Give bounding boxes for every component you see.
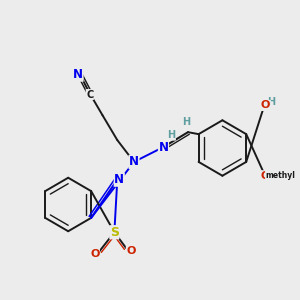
Text: H: H [268, 98, 276, 107]
Text: H: H [167, 130, 175, 140]
Text: C: C [86, 89, 93, 100]
Text: N: N [158, 140, 169, 154]
Text: methyl: methyl [266, 171, 295, 180]
Text: N: N [129, 155, 139, 168]
Text: O: O [261, 100, 270, 110]
Text: N: N [114, 173, 124, 186]
Text: O: O [261, 171, 270, 181]
Text: O: O [126, 246, 136, 256]
Text: S: S [110, 226, 119, 239]
Text: H: H [182, 117, 190, 127]
Text: O: O [90, 249, 99, 259]
Text: N: N [73, 68, 83, 81]
